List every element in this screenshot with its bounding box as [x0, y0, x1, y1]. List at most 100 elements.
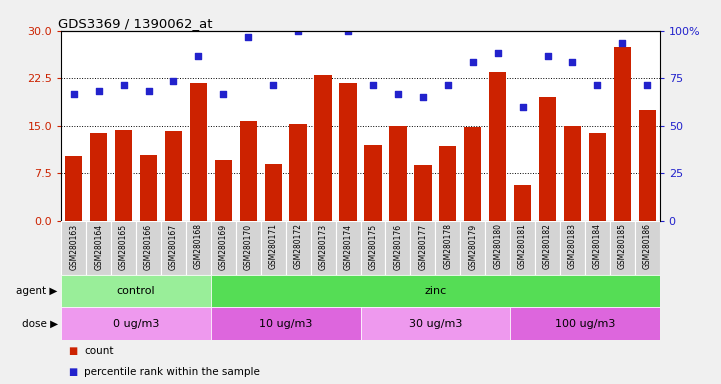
Bar — [539, 97, 556, 221]
Text: GSM280168: GSM280168 — [194, 223, 203, 270]
FancyBboxPatch shape — [87, 221, 111, 275]
FancyBboxPatch shape — [485, 221, 510, 275]
FancyBboxPatch shape — [410, 221, 435, 275]
Text: GSM280185: GSM280185 — [618, 223, 627, 270]
Point — [367, 81, 379, 88]
FancyBboxPatch shape — [61, 221, 87, 275]
Text: GSM280177: GSM280177 — [418, 223, 428, 270]
Text: count: count — [84, 346, 114, 356]
Text: GSM280166: GSM280166 — [144, 223, 153, 270]
Text: 30 ug/m3: 30 ug/m3 — [409, 318, 462, 329]
Text: GDS3369 / 1390062_at: GDS3369 / 1390062_at — [58, 17, 213, 30]
Bar — [414, 165, 432, 221]
FancyBboxPatch shape — [360, 307, 510, 340]
Text: GSM280182: GSM280182 — [543, 223, 552, 269]
Point — [317, 18, 329, 24]
FancyBboxPatch shape — [161, 221, 186, 275]
FancyBboxPatch shape — [61, 275, 211, 307]
Point — [592, 81, 603, 88]
Text: GSM280183: GSM280183 — [568, 223, 577, 270]
Point — [467, 59, 479, 65]
Point — [616, 40, 628, 46]
FancyBboxPatch shape — [61, 307, 211, 340]
Text: GSM280169: GSM280169 — [219, 223, 228, 270]
Text: GSM280178: GSM280178 — [443, 223, 452, 270]
Point — [218, 91, 229, 97]
Point — [68, 91, 79, 97]
Text: control: control — [117, 286, 156, 296]
FancyBboxPatch shape — [335, 221, 360, 275]
Bar — [314, 75, 332, 221]
Bar — [364, 145, 381, 221]
Text: GSM280180: GSM280180 — [493, 223, 502, 270]
Text: agent ▶: agent ▶ — [17, 286, 58, 296]
FancyBboxPatch shape — [510, 307, 660, 340]
Text: 10 ug/m3: 10 ug/m3 — [259, 318, 312, 329]
Text: GSM280170: GSM280170 — [244, 223, 253, 270]
FancyBboxPatch shape — [535, 221, 560, 275]
FancyBboxPatch shape — [261, 221, 286, 275]
Bar — [140, 155, 157, 221]
Text: GSM280164: GSM280164 — [94, 223, 103, 270]
Text: GSM280176: GSM280176 — [394, 223, 402, 270]
Text: ■: ■ — [68, 346, 78, 356]
FancyBboxPatch shape — [111, 221, 136, 275]
Bar — [239, 121, 257, 221]
Bar — [65, 156, 82, 221]
Text: GSM280167: GSM280167 — [169, 223, 178, 270]
Text: zinc: zinc — [424, 286, 446, 296]
Text: GSM280175: GSM280175 — [368, 223, 378, 270]
Bar — [514, 185, 531, 221]
Point — [118, 81, 129, 88]
Point — [93, 88, 105, 94]
Bar — [190, 83, 207, 221]
Bar — [639, 110, 656, 221]
Point — [392, 91, 404, 97]
Text: GSM280186: GSM280186 — [642, 223, 652, 270]
FancyBboxPatch shape — [560, 221, 585, 275]
Bar — [165, 131, 182, 221]
Bar — [464, 127, 482, 221]
Text: ■: ■ — [68, 367, 78, 377]
Bar — [289, 124, 307, 221]
Text: GSM280163: GSM280163 — [69, 223, 79, 270]
Text: GSM280171: GSM280171 — [269, 223, 278, 270]
Bar — [265, 164, 282, 221]
Bar — [340, 83, 357, 221]
Text: GSM280173: GSM280173 — [319, 223, 327, 270]
Point — [541, 53, 553, 59]
Text: GSM280181: GSM280181 — [518, 223, 527, 269]
Point — [417, 94, 428, 100]
FancyBboxPatch shape — [435, 221, 460, 275]
FancyBboxPatch shape — [211, 307, 360, 340]
FancyBboxPatch shape — [360, 221, 386, 275]
Bar — [389, 126, 407, 221]
FancyBboxPatch shape — [460, 221, 485, 275]
Point — [442, 81, 454, 88]
Point — [567, 59, 578, 65]
FancyBboxPatch shape — [186, 221, 211, 275]
Bar — [90, 133, 107, 221]
FancyBboxPatch shape — [286, 221, 311, 275]
Text: dose ▶: dose ▶ — [22, 318, 58, 329]
Bar — [564, 126, 581, 221]
Text: GSM280179: GSM280179 — [468, 223, 477, 270]
FancyBboxPatch shape — [634, 221, 660, 275]
Bar — [215, 160, 232, 221]
Point — [293, 28, 304, 34]
FancyBboxPatch shape — [311, 221, 335, 275]
Point — [267, 81, 279, 88]
Point — [242, 34, 254, 40]
FancyBboxPatch shape — [211, 221, 236, 275]
Point — [342, 28, 354, 34]
Bar — [115, 130, 133, 221]
Text: GSM280174: GSM280174 — [343, 223, 353, 270]
Text: GSM280184: GSM280184 — [593, 223, 602, 270]
Bar — [489, 72, 506, 221]
FancyBboxPatch shape — [386, 221, 410, 275]
FancyBboxPatch shape — [211, 275, 660, 307]
Text: 0 ug/m3: 0 ug/m3 — [113, 318, 159, 329]
Bar — [588, 133, 606, 221]
Point — [168, 78, 180, 84]
FancyBboxPatch shape — [510, 221, 535, 275]
